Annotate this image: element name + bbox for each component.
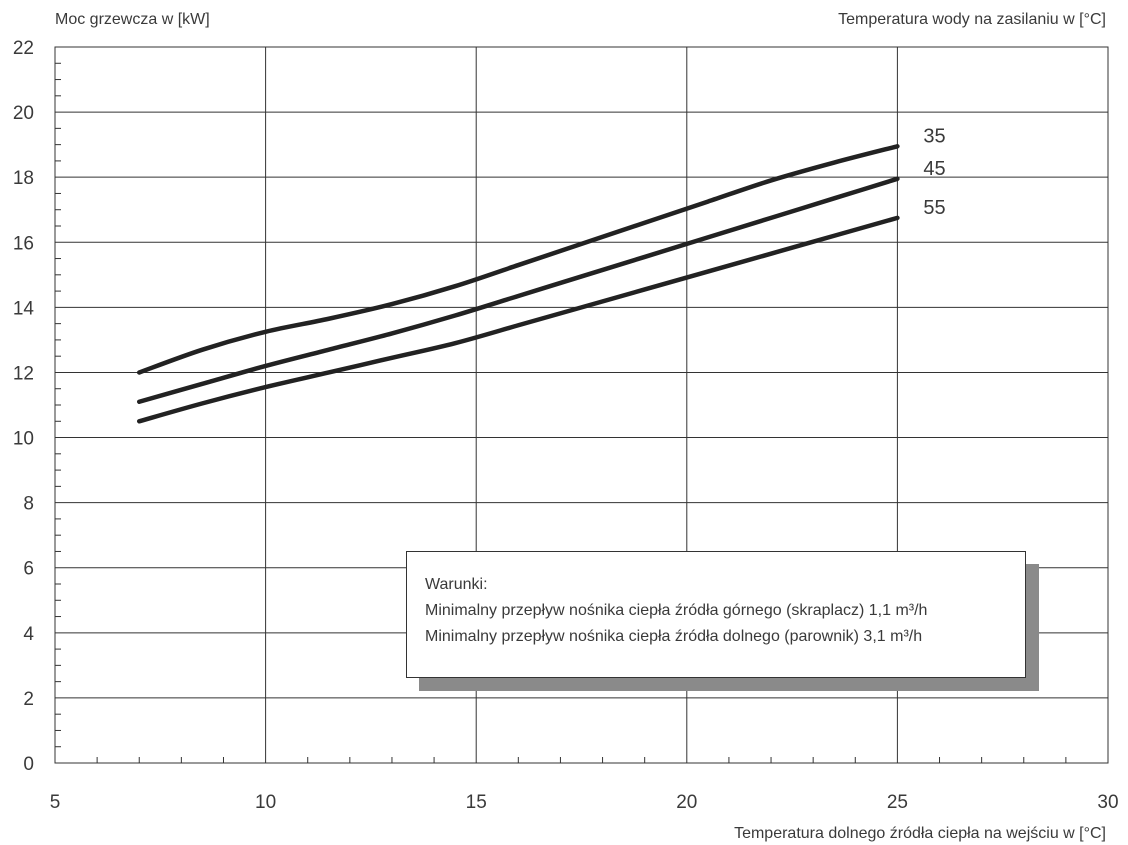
y-tick-label: 14 — [13, 298, 35, 319]
y-tick-label: 6 — [23, 559, 34, 580]
y-tick-label: 2 — [23, 689, 34, 710]
series-label-45: 45 — [923, 158, 945, 180]
series-label-55: 55 — [923, 197, 945, 219]
series-line-55 — [136, 215, 900, 424]
x-tick-label: 20 — [676, 792, 697, 813]
x-tick-label: 10 — [255, 792, 276, 813]
y-tick-label: 18 — [13, 168, 34, 189]
series-label-35: 35 — [923, 125, 945, 147]
y-tick-label: 10 — [13, 429, 34, 450]
x-tick-label: 15 — [466, 792, 487, 813]
series-line-35 — [136, 144, 900, 375]
legend-title: Temperatura wody na zasilaniu w [°C] — [838, 11, 1106, 28]
y-tick-label: 16 — [13, 233, 34, 254]
y-tick-label: 12 — [13, 363, 34, 384]
series-labels: 35 45 55 — [923, 125, 945, 219]
series-line-45 — [136, 176, 900, 404]
y-tick-label: 22 — [13, 38, 34, 59]
x-tick-label: 30 — [1097, 792, 1118, 813]
note-title: Warunki: — [425, 576, 488, 593]
y-tick-label: 4 — [23, 624, 34, 645]
x-tick-label: 5 — [50, 792, 61, 813]
note-line-upper-source: Minimalny przepływ nośnika ciepła źródła… — [425, 602, 928, 619]
y-tick-label: 8 — [23, 494, 34, 515]
x-tick-label: 25 — [887, 792, 908, 813]
series-lines — [136, 144, 900, 424]
conditions-note: Warunki: Minimalny przepływ nośnika ciep… — [406, 551, 1026, 678]
note-line-lower-source: Minimalny przepływ nośnika ciepła źródła… — [425, 628, 923, 645]
y-tick-label: 20 — [13, 103, 34, 124]
y-tick-label: 0 — [23, 754, 34, 775]
y-tick-labels: 0 2 4 6 8 10 12 14 16 18 20 22 — [13, 38, 35, 775]
minor-ticks — [55, 62, 1067, 763]
x-tick-labels: 5 10 15 20 25 30 — [50, 792, 1119, 813]
x-axis-title: Temperatura dolnego źródła ciepła na wej… — [734, 825, 1106, 842]
y-axis-title: Moc grzewcza w [kW] — [55, 11, 210, 28]
